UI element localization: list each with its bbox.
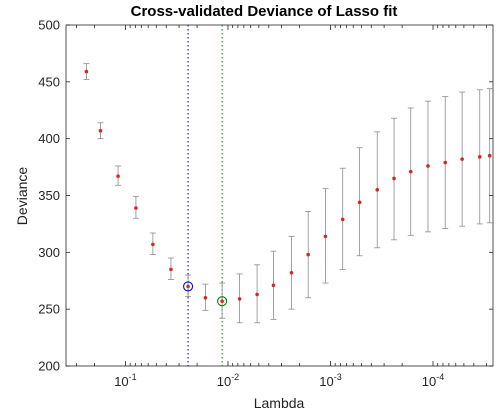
y-tick-label: 350 [38,188,60,203]
x-tick-label: 10-3 [319,372,341,389]
y-tick-label: 500 [38,18,60,33]
data-point [306,252,310,257]
x-tick-exponent: -2 [231,372,239,382]
x-tick-base: 10 [319,374,333,389]
data-point [392,176,396,181]
plot-area [65,24,494,367]
data-point [408,169,413,174]
data-point [237,297,242,301]
data-point [98,128,103,133]
x-tick-label: 10-2 [217,372,239,389]
data-point [116,174,120,178]
y-tick-label: 450 [38,74,60,89]
data-point [443,160,448,165]
x-tick-base: 10 [422,374,436,389]
y-axis-ticks: 200 250 300 350 400 450 500 [38,18,493,374]
x-tick-exponent: -4 [436,372,444,382]
y-tick-label: 250 [38,302,60,317]
data-point [487,153,492,158]
data-point [323,234,328,239]
y-tick-label: 400 [38,131,60,146]
min-deviance-marker [183,281,194,292]
data-point [340,217,345,222]
y-tick-label: 300 [38,245,60,260]
data-point [186,284,190,289]
data-point [151,242,155,247]
y-axis-label: Deviance [14,167,30,226]
x-tick-label: 10-4 [422,372,444,389]
data-point [169,267,173,272]
x-axis-ticks: 10-1 10-2 10-3 10-4 [76,25,488,389]
data-point [477,155,482,159]
data-point [357,200,362,205]
y-tick-label: 200 [38,359,60,374]
x-tick-exponent: -3 [334,372,342,382]
data-point [220,299,224,304]
chart-title: Cross-validated Deviance of Lasso fit [131,3,398,20]
x-tick-exponent: -1 [129,372,137,382]
x-tick-base: 10 [114,374,128,389]
highlight-markers [183,281,228,307]
x-axis-label: Lambda [254,395,305,411]
data-point [460,157,464,161]
data-points [84,69,492,304]
data-point [255,292,259,297]
x-tick-label: 10-1 [114,372,136,389]
data-point [375,188,380,192]
one-se-marker [217,296,228,307]
data-point [84,69,89,74]
data-point [426,164,430,168]
x-tick-base: 10 [217,374,231,389]
data-point [134,206,138,210]
data-point [203,296,208,300]
data-point [289,270,294,275]
data-point [271,283,276,288]
